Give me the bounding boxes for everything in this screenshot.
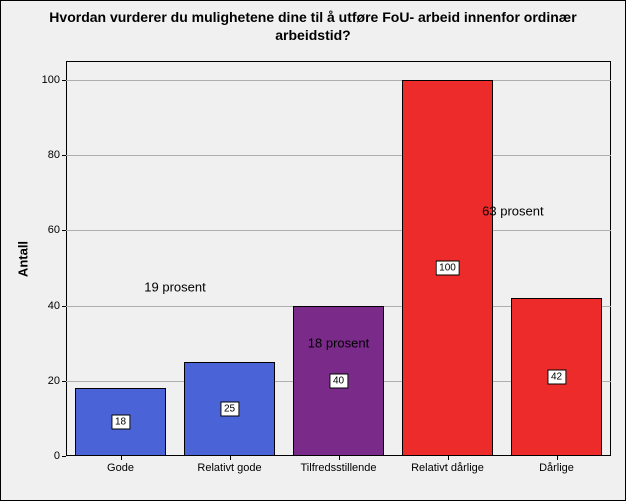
x-tick-label: Relativt gode (197, 456, 261, 474)
y-tick-label: 20 (48, 375, 66, 387)
annotation: 18 prosent (308, 336, 369, 351)
gridline (66, 230, 611, 231)
x-tick-label: Gode (107, 456, 134, 474)
x-tick-label: Tilfredsstillende (300, 456, 376, 474)
plot-area: 02040608010018Gode25Relativt gode40Tilfr… (66, 61, 611, 456)
y-tick-label: 80 (48, 149, 66, 161)
annotation: 19 prosent (144, 279, 205, 294)
bar-value-label: 25 (220, 401, 239, 416)
y-tick-label: 0 (54, 450, 66, 462)
bar-value-label: 42 (547, 370, 566, 385)
chart-frame: Hvordan vurderer du mulighetene dine til… (0, 0, 626, 501)
gridline (66, 155, 611, 156)
y-tick-label: 40 (48, 300, 66, 312)
x-tick-label: Dårlige (539, 456, 574, 474)
chart-title: Hvordan vurderer du mulighetene dine til… (1, 1, 625, 48)
y-axis-label: Antall (16, 240, 31, 276)
y-tick-label: 60 (48, 224, 66, 236)
gridline (66, 80, 611, 81)
y-tick-label: 100 (42, 74, 66, 86)
x-tick-label: Relativt dårlige (411, 456, 484, 474)
bar-value-label: 100 (435, 260, 460, 275)
bar-value-label: 18 (111, 415, 130, 430)
annotation: 63 prosent (482, 204, 543, 219)
bar-value-label: 40 (329, 373, 348, 388)
